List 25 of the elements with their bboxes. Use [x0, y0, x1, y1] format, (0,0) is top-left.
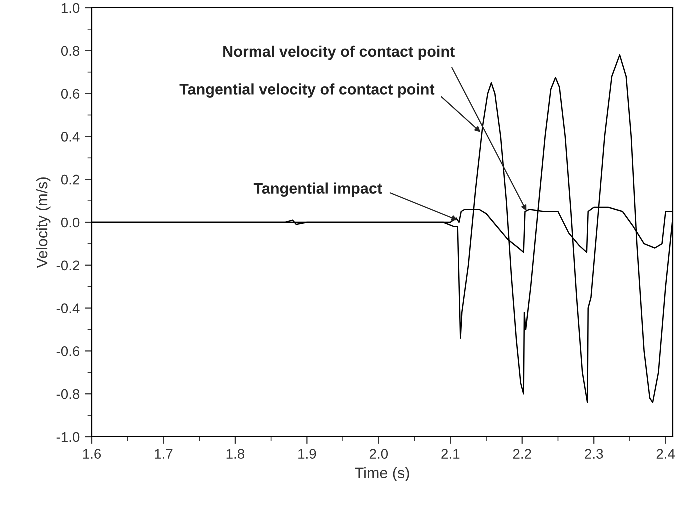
- y-tick-label: 0.8: [61, 46, 80, 56]
- y-tick-label: -0.2: [56, 260, 80, 271]
- y-tick-label: -0.6: [56, 346, 80, 356]
- y-tick-label: 1.0: [62, 3, 80, 14]
- y-tick-label: 0.2: [61, 174, 80, 185]
- x-tick-label: 1.7: [155, 449, 173, 459]
- x-tick-label: 2.4: [656, 449, 676, 459]
- annotation: Normal velocity of contact point: [224, 46, 455, 60]
- y-tick-label: -0.8: [56, 389, 80, 400]
- annotation: Tangential impact: [254, 182, 382, 198]
- y-tick-label: 0.6: [61, 89, 80, 99]
- x-tick-label: 1.8: [226, 449, 245, 460]
- x-tick-label: 1.6: [83, 449, 102, 460]
- y-tick-label: 0.4: [61, 132, 80, 142]
- x-tick-label: 2.1: [442, 449, 460, 459]
- x-tick-label: 2.2: [513, 449, 532, 459]
- y-axis-title: Velocity (m/s): [36, 178, 51, 268]
- x-tick-label: 2.3: [585, 449, 604, 460]
- x-tick-label: 1.9: [298, 449, 316, 460]
- y-tick-label: -1.0: [56, 432, 80, 442]
- annotation: Tangential velocity of contact point: [180, 84, 435, 98]
- y-tick-label: 0.0: [61, 218, 80, 228]
- y-tick-label: -0.4: [56, 304, 80, 314]
- x-axis-title: Time (s): [355, 467, 410, 482]
- x-tick-label: 2.0: [370, 449, 388, 460]
